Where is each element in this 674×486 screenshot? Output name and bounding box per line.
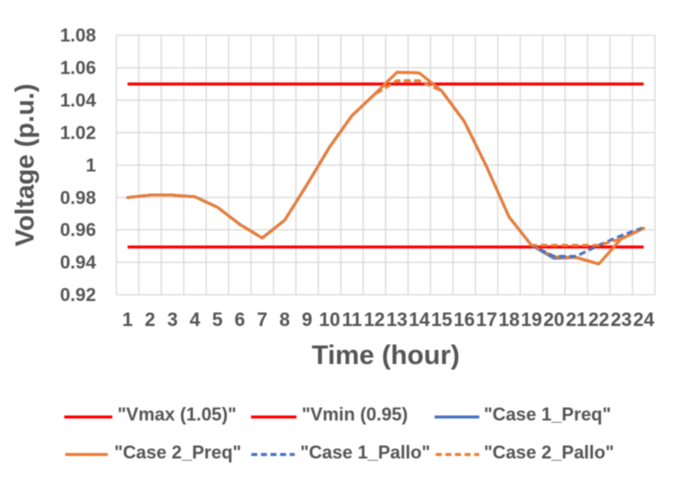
svg-text:21: 21 — [566, 310, 588, 331]
svg-text:1: 1 — [86, 154, 96, 175]
svg-text:4: 4 — [190, 310, 201, 331]
svg-text:Time (hour): Time (hour) — [312, 340, 460, 370]
svg-text:15: 15 — [431, 310, 453, 331]
svg-text:14: 14 — [409, 310, 431, 331]
svg-text:24: 24 — [633, 310, 655, 331]
svg-text:23: 23 — [611, 310, 632, 331]
svg-text:"Case 2_Preq": "Case 2_Preq" — [114, 442, 241, 463]
svg-text:0.98: 0.98 — [60, 187, 96, 208]
svg-text:2: 2 — [145, 310, 156, 331]
svg-text:"Vmax (1.05)": "Vmax (1.05)" — [118, 404, 237, 425]
svg-text:"Case 1_Pallo": "Case 1_Pallo" — [300, 442, 430, 463]
svg-text:1.08: 1.08 — [60, 25, 96, 46]
svg-text:20: 20 — [543, 310, 564, 331]
svg-text:0.96: 0.96 — [60, 219, 96, 240]
svg-text:1: 1 — [122, 310, 133, 331]
svg-text:9: 9 — [302, 310, 313, 331]
svg-text:"Case 1_Preq": "Case 1_Preq" — [484, 404, 611, 425]
svg-text:1.02: 1.02 — [60, 122, 96, 143]
svg-text:11: 11 — [342, 310, 363, 331]
svg-text:18: 18 — [499, 310, 520, 331]
svg-text:13: 13 — [386, 310, 407, 331]
svg-text:19: 19 — [521, 310, 542, 331]
svg-text:1.04: 1.04 — [60, 90, 97, 111]
svg-text:22: 22 — [588, 310, 609, 331]
svg-text:6: 6 — [235, 310, 246, 331]
svg-text:0.92: 0.92 — [60, 284, 96, 305]
svg-text:7: 7 — [257, 310, 268, 331]
svg-text:Voltage (p.u.): Voltage (p.u.) — [10, 84, 40, 247]
svg-text:8: 8 — [279, 310, 290, 331]
svg-text:16: 16 — [454, 310, 475, 331]
svg-text:0.94: 0.94 — [60, 252, 97, 273]
svg-text:12: 12 — [364, 310, 385, 331]
svg-text:1.06: 1.06 — [60, 57, 96, 78]
svg-text:5: 5 — [212, 310, 223, 331]
svg-text:17: 17 — [476, 310, 497, 331]
svg-text:3: 3 — [167, 310, 178, 331]
svg-text:10: 10 — [319, 310, 340, 331]
svg-text:"Case 2_Pallo": "Case 2_Pallo" — [484, 442, 614, 463]
svg-text:"Vmin (0.95): "Vmin (0.95) — [302, 404, 408, 425]
